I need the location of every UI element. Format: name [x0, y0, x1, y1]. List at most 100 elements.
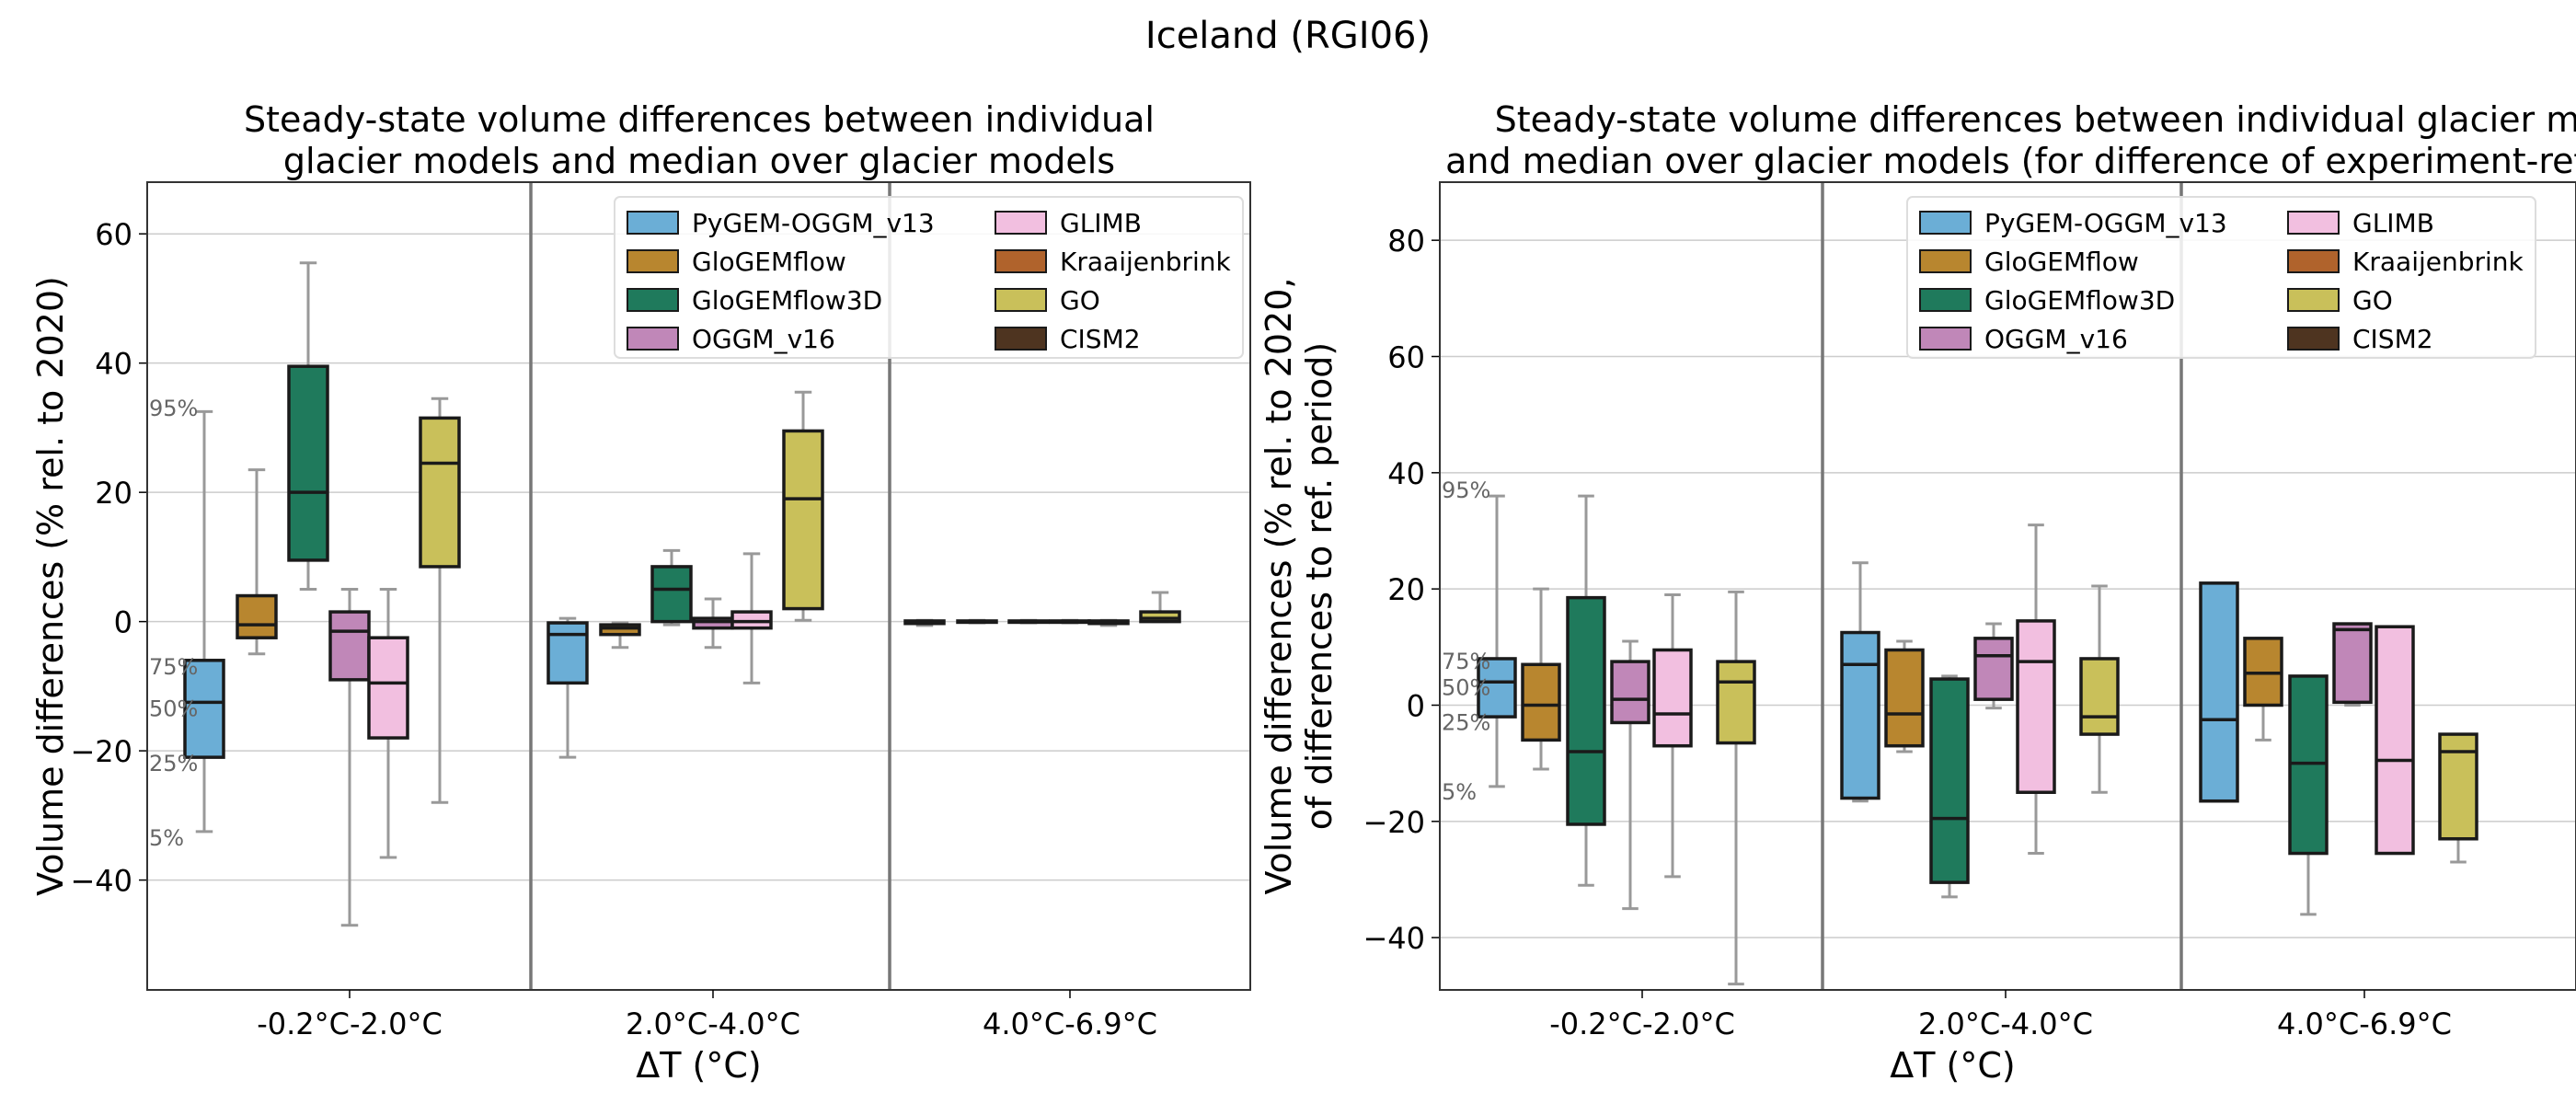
y-tick-label: 0: [1407, 688, 1425, 723]
percentile-label: 75%: [149, 654, 198, 680]
y-tick-label: 20: [1387, 572, 1425, 607]
box-glogemflow3d: [650, 548, 693, 627]
box-go: [2079, 584, 2120, 794]
box-go: [782, 390, 824, 622]
box-pygem-oggm-v13: [2199, 581, 2239, 803]
x-axis-label: ΔT (°C): [1890, 1045, 2015, 1086]
box-body: [1973, 637, 2014, 701]
legend-swatch: [627, 249, 679, 273]
box-body: [419, 416, 461, 569]
legend-swatch: [2287, 288, 2340, 312]
legend: PyGEM-OGGM_v13 GloGEMflow GloGEMflow3D OGGM…: [1906, 196, 2536, 359]
legend-swatch: [1919, 211, 1972, 235]
box-body: [1840, 630, 1880, 800]
legend-label: GLIMB: [2352, 208, 2434, 238]
y-tick-label: 40: [1387, 456, 1425, 491]
chart-title-line: Steady-state volume differences between …: [244, 99, 1155, 140]
box-pygem-oggm-v13: [546, 616, 589, 759]
y-tick-label: 20: [95, 476, 132, 511]
y-tick-label: −40: [1363, 921, 1425, 956]
box-body: [287, 364, 329, 562]
box-body: [2332, 622, 2373, 705]
box-body: [2375, 625, 2415, 856]
box-glogemflow3d: [2288, 674, 2329, 916]
box-body: [1521, 662, 1561, 742]
box-oggm-v16: [2332, 622, 2373, 707]
box-body: [236, 593, 278, 639]
legend-swatch: [995, 249, 1047, 273]
percentile-label: 95%: [1442, 477, 1490, 503]
box-oggm-v16: [1610, 639, 1650, 911]
chart-title-line: glacier models and median over glacier m…: [283, 141, 1115, 181]
legend-label: GloGEMflow: [1984, 247, 2139, 277]
box-glimb: [367, 588, 409, 859]
legend-swatch: [627, 288, 679, 312]
legend-label: GloGEMflow3D: [1984, 285, 2175, 316]
y-tick-label: 40: [95, 347, 132, 382]
legend-label: Kraaijenbrink: [1060, 247, 1232, 277]
box-glogemflow: [236, 468, 278, 656]
legend-label: GO: [2352, 285, 2393, 316]
legend-frame: [614, 196, 1244, 359]
box-oggm-v16: [1973, 622, 2014, 710]
box-pygem-oggm-v13: [183, 409, 225, 834]
percentile-label: 95%: [149, 396, 198, 421]
box-glogemflow3d: [1929, 674, 1970, 899]
box-glogemflow: [2243, 637, 2283, 742]
legend-label: PyGEM-OGGM_v13: [692, 208, 935, 238]
box-body: [546, 621, 589, 685]
legend-frame: [1906, 196, 2536, 359]
box-oggm-v16: [1049, 618, 1091, 625]
box-body: [1477, 657, 1517, 719]
x-tick-label: -0.2°C-2.0°C: [257, 1006, 443, 1041]
box-glogemflow: [599, 621, 641, 650]
legend-swatch: [1919, 327, 1972, 351]
legend-swatch: [995, 288, 1047, 312]
y-tick-label: 60: [1387, 339, 1425, 374]
percentile-label: 75%: [1442, 649, 1490, 674]
box-oggm-v16: [328, 588, 371, 927]
legend-swatch: [1919, 288, 1972, 312]
box-glimb: [2016, 523, 2056, 856]
legend-swatch: [627, 327, 679, 351]
legend-label: CISM2: [1060, 324, 1141, 354]
box-pygem-oggm-v13: [1840, 561, 1880, 803]
box-glimb: [730, 552, 773, 684]
legend-label: OGGM_v16: [692, 324, 835, 354]
box-glogemflow3d: [1007, 618, 1050, 625]
legend-swatch: [2287, 211, 2340, 235]
y-axis-label-line: of differences to ref. period): [1299, 342, 1340, 830]
box-glogemflow3d: [1566, 494, 1606, 887]
plot-frame: [1439, 181, 2576, 991]
box-body: [2016, 619, 2056, 794]
legend-label: GloGEMflow: [692, 247, 846, 277]
y-axis-label-line: Volume differences (% rel. to 2020,: [1259, 278, 1299, 895]
legend-label: GLIMB: [1060, 208, 1142, 238]
y-tick-label: 0: [114, 605, 132, 640]
box-go: [2438, 732, 2478, 864]
panels: Steady-state volume differences between …: [30, 99, 2576, 1086]
box-body: [328, 610, 371, 682]
legend: PyGEM-OGGM_v13 GloGEMflow GloGEMflow3D OGGM…: [614, 196, 1244, 359]
plot-frame: [146, 181, 1251, 991]
x-tick-label: 4.0°C-6.9°C: [983, 1006, 1157, 1041]
chart-title-line: and median over glacier models (for diff…: [1445, 141, 2576, 181]
box-body: [2438, 732, 2478, 841]
boxes: [183, 261, 1181, 927]
box-body: [2079, 657, 2120, 736]
percentile-label: 5%: [1442, 779, 1477, 805]
legend-swatch: [2287, 249, 2340, 273]
chart-panel-2: Steady-state volume differences between …: [1259, 99, 2576, 1086]
box-go: [1139, 591, 1181, 624]
legend-label: CISM2: [2352, 324, 2433, 354]
box-body: [2199, 581, 2239, 803]
legend-label: PyGEM-OGGM_v13: [1984, 208, 2227, 238]
box-body: [1139, 610, 1181, 624]
chart-title-line: Steady-state volume differences between …: [1495, 99, 2576, 140]
legend-label: GO: [1060, 285, 1100, 316]
box-oggm-v16: [692, 597, 734, 650]
box-body: [1566, 595, 1606, 826]
boxes: [1477, 494, 2478, 986]
chart-panel-1: Steady-state volume differences between …: [30, 99, 1251, 1086]
